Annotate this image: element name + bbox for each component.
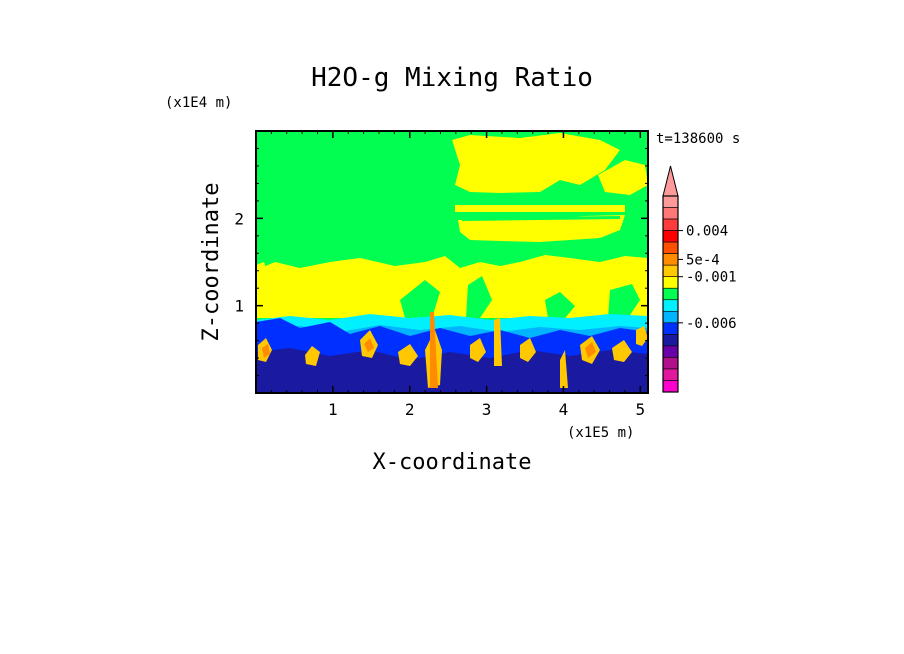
colorbar-tick-label: -0.006 xyxy=(686,316,737,332)
x-scale-label: (x1E5 m) xyxy=(567,425,634,441)
colorbar-segment xyxy=(662,276,679,289)
colorbar-segment xyxy=(662,380,679,393)
y-tick-label: 2 xyxy=(234,209,244,228)
x-tick-label: 4 xyxy=(559,400,569,419)
x-tick-label: 2 xyxy=(405,400,415,419)
heatmap-field xyxy=(256,131,648,393)
colorbar-tick-label: -0.001 xyxy=(686,270,737,286)
colorbar-tick-label: 0.004 xyxy=(686,224,728,240)
x-tick-label: 5 xyxy=(635,400,645,419)
x-axis-label: X-coordinate xyxy=(373,450,532,475)
x-tick-label: 3 xyxy=(482,400,492,419)
colorbar-segment xyxy=(662,345,679,358)
colorbar-segment xyxy=(662,195,679,208)
colorbar-segment xyxy=(662,357,679,370)
colorbar-segment xyxy=(662,368,679,381)
y-tick-label: 1 xyxy=(234,297,244,316)
colorbar-segment xyxy=(662,218,679,231)
y-axis: 12 xyxy=(234,147,648,377)
chart-title: H2O-g Mixing Ratio xyxy=(311,63,593,93)
colorbar-segment xyxy=(662,310,679,324)
colorbar-segment xyxy=(662,264,679,278)
colorbar-segment xyxy=(662,230,679,243)
colorbar-frame xyxy=(662,195,679,393)
colorbar-segment xyxy=(662,253,679,266)
colorbar-segment xyxy=(662,241,679,254)
x-tick-label: 1 xyxy=(328,400,338,419)
colorbar-tick-label: 5e-4 xyxy=(686,252,720,268)
y-scale-label: (x1E4 m) xyxy=(165,95,232,111)
x-axis: 1 2 3 4 5 xyxy=(270,131,645,419)
colorbar-extend-arrow xyxy=(662,165,679,197)
colorbar: 0.004 5e-4 -0.001 -0.006 xyxy=(662,165,737,393)
y-axis-label: Z-coordinate xyxy=(199,183,224,342)
time-label: t=138600 s xyxy=(656,131,740,147)
colorbar-segment xyxy=(662,299,679,312)
colorbar-segment xyxy=(662,287,679,301)
plot-frame xyxy=(255,130,649,394)
colorbar-segment xyxy=(662,322,679,335)
colorbar-segment xyxy=(662,207,679,220)
colorbar-segment xyxy=(662,334,679,347)
